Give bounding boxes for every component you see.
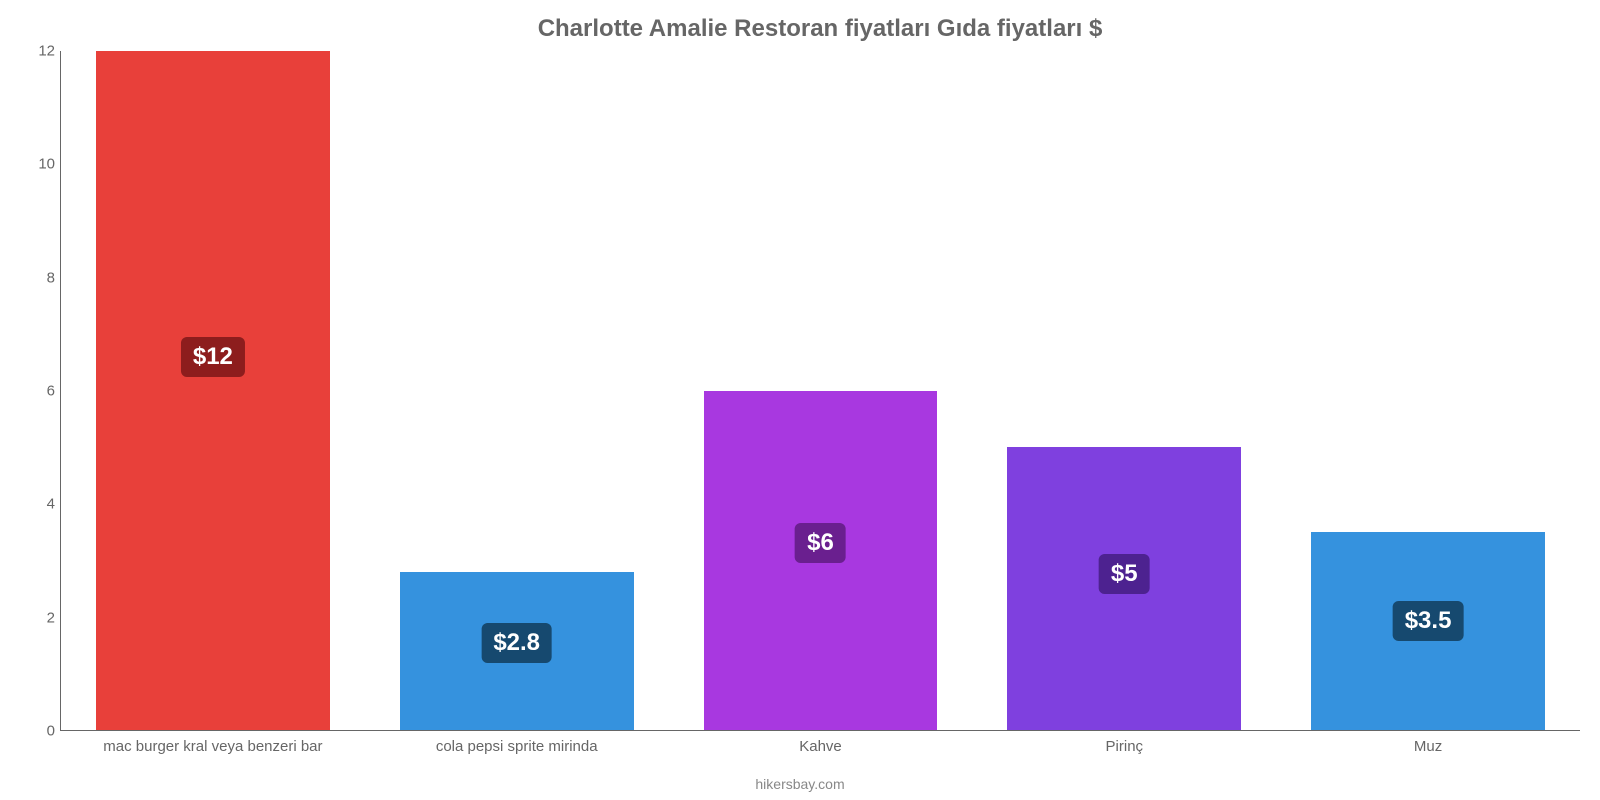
bar-value-label: $6: [795, 523, 846, 563]
bar: $6: [704, 391, 938, 731]
y-tick-label: 12: [38, 43, 55, 60]
x-tick-label: Muz: [1414, 738, 1442, 755]
x-tick-label: mac burger kral veya benzeri bar: [103, 738, 322, 755]
y-tick-label: 2: [47, 609, 55, 626]
y-tick-label: 10: [38, 156, 55, 173]
bar: $5: [1007, 447, 1241, 730]
bar-value-label: $3.5: [1393, 601, 1464, 641]
x-tick-label: cola pepsi sprite mirinda: [436, 738, 598, 755]
bar-slot: $5: [972, 51, 1276, 730]
x-tick-label: Pirinç: [1106, 738, 1144, 755]
bars-region: mac burger kral veya benzeri barcola pep…: [60, 51, 1580, 731]
bar: $2.8: [400, 572, 634, 730]
y-tick-label: 6: [47, 383, 55, 400]
bar-value-label: $2.8: [481, 623, 552, 663]
bar-slot: $6: [669, 51, 973, 730]
price-bar-chart: Charlotte Amalie Restoran fiyatları Gıda…: [0, 0, 1600, 800]
bar-value-label: $12: [181, 337, 245, 377]
y-tick-label: 0: [47, 723, 55, 740]
bar-slot: $12: [61, 51, 365, 730]
y-tick-label: 4: [47, 496, 55, 513]
y-tick-label: 8: [47, 269, 55, 286]
chart-title: Charlotte Amalie Restoran fiyatları Gıda…: [60, 15, 1580, 43]
plot-area: 024681012 mac burger kral veya benzeri b…: [60, 51, 1580, 731]
bar-slot: $2.8: [365, 51, 669, 730]
x-axis-labels: mac burger kral veya benzeri bar cola pep…: [61, 738, 1580, 758]
chart-footer: hikersbay.com: [755, 776, 844, 792]
x-tick-label: Kahve: [799, 738, 842, 755]
bar: $12: [96, 51, 330, 730]
y-axis: 024681012: [30, 51, 60, 731]
bar-slot: $3.5: [1276, 51, 1580, 730]
bar: $3.5: [1311, 532, 1545, 730]
bar-value-label: $5: [1099, 554, 1150, 594]
